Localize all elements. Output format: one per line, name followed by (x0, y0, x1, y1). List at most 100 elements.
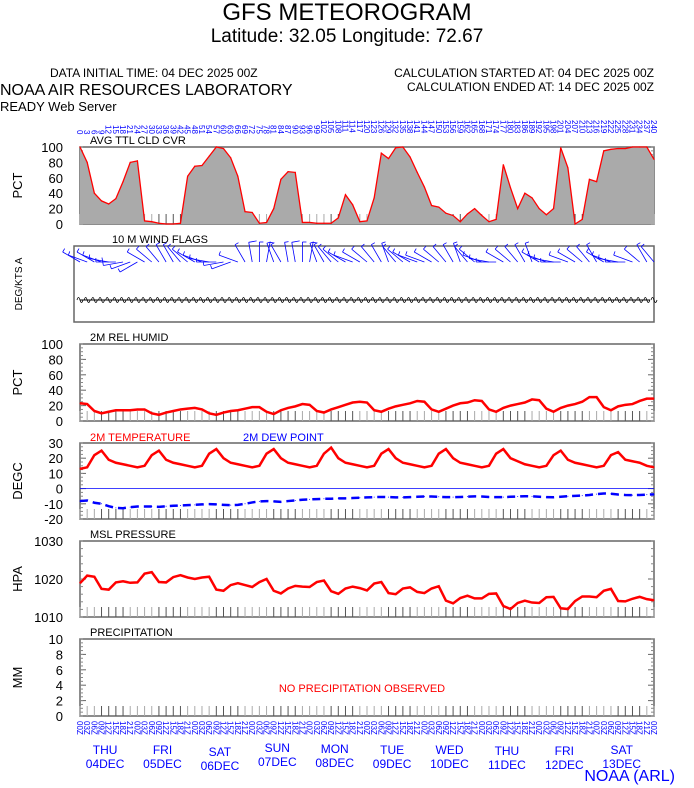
wind-barb (82, 254, 102, 263)
day-of-week-label: FRI (555, 744, 574, 758)
temperature-point (624, 459, 626, 461)
wind-barb-flag (586, 248, 589, 253)
panel-title: PRECIPITATION (90, 627, 173, 639)
forecast-hour-label: 60 (219, 125, 228, 134)
temperature-point (502, 448, 504, 450)
wind-level-marker (392, 297, 400, 303)
pressure-point (136, 581, 138, 583)
rel-humid-point (502, 407, 504, 409)
forecast-hour-label: 192 (534, 120, 543, 134)
wind-level-marker (255, 297, 263, 303)
wind-level-marker (134, 297, 141, 303)
wind-barb (462, 254, 482, 263)
wind-barb-flag (284, 241, 289, 243)
wind-barb (454, 246, 468, 263)
rel-humid-point (316, 410, 318, 412)
dew-point-point (309, 498, 311, 500)
wind-level-marker (650, 297, 658, 303)
rel-humid-point (115, 409, 117, 411)
forecast-hour-label: 147 (427, 120, 436, 134)
wind-level-marker (313, 297, 321, 303)
rel-humid-point (144, 408, 146, 410)
dew-point-point (101, 503, 103, 505)
dew-point-point (223, 504, 224, 506)
forecast-hour-label: 171 (484, 120, 493, 134)
chart-title: GFS METEOROGRAM (222, 0, 471, 26)
wind-barb-flag (462, 251, 465, 256)
wind-barb-flag (62, 248, 66, 253)
rel-humid-point (251, 406, 253, 408)
dew-point-point (108, 505, 110, 507)
forecast-hour-label: 9 (97, 130, 106, 135)
wind-barb (309, 242, 314, 263)
utc-hour-label: 09Z (556, 721, 565, 735)
utc-hour-label: 03Z (599, 721, 608, 735)
pressure-point (230, 584, 232, 586)
forecast-hour-label: 210 (577, 120, 586, 134)
wind-barb-flag (309, 241, 314, 244)
dew-point-point (588, 494, 590, 496)
utc-hour-label: 00Z (305, 721, 314, 735)
wind-barb (557, 251, 576, 263)
forecast-hour-label: 159 (455, 120, 464, 134)
pressure-point (352, 586, 354, 588)
forecast-hour-label: 108 (333, 120, 342, 134)
utc-hour-label: 12Z (161, 721, 170, 735)
cloud-cover-point (165, 223, 167, 225)
wind-level-marker (535, 297, 543, 303)
dew-point-point (560, 496, 562, 498)
temperature-point (129, 465, 131, 467)
utc-hour-label: 06Z (319, 721, 328, 735)
wind-barb (566, 248, 583, 263)
utc-hour-label: 18Z (118, 721, 127, 735)
cloud-cover-point (258, 222, 260, 224)
wind-level-marker (521, 297, 529, 303)
cloud-cover-point (466, 213, 469, 215)
rel-humid-point (380, 411, 382, 413)
dew-point-point (294, 499, 296, 501)
cloud-cover-point (194, 165, 196, 167)
wind-barb-flag (109, 264, 112, 269)
temperature-point (431, 465, 433, 467)
wind-level-marker (442, 297, 450, 303)
wind-barb (521, 251, 540, 263)
day-of-week-label: TUE (380, 743, 404, 757)
pressure-point (545, 596, 547, 598)
wind-barb (266, 242, 271, 263)
wind-barb-flag (167, 243, 171, 247)
utc-hour-label: 03Z (312, 721, 321, 735)
wind-barb (136, 248, 153, 263)
cloud-cover-point (215, 146, 217, 148)
day-of-week-label: SAT (610, 743, 633, 757)
wind-barb (548, 254, 569, 263)
dew-point-point (459, 496, 461, 498)
pressure-point (309, 586, 311, 588)
wind-level-marker (248, 297, 256, 303)
forecast-hour-label: 237 (642, 120, 651, 134)
utc-hour-label: 03Z (82, 721, 91, 735)
panel-title: 2M REL HUMID (90, 332, 168, 344)
wind-level-marker (198, 297, 206, 303)
temperature-point (158, 450, 160, 452)
wind-level-marker (363, 297, 371, 303)
wind-level-marker (593, 297, 600, 303)
pressure-point (481, 597, 483, 599)
temperature-point (653, 466, 655, 468)
rel-humid-point (452, 405, 454, 407)
temperature-point (93, 454, 95, 456)
utc-hour-label: 03Z (427, 721, 436, 735)
wind-barb-flag (210, 264, 213, 269)
rel-humid-point (373, 409, 375, 411)
wind-barb-flag (371, 242, 376, 246)
forecast-hour-label: 12 (104, 125, 113, 134)
cloud-cover-point (86, 161, 88, 163)
forecast-hour-label: 84 (276, 125, 285, 134)
forecast-hour-label: 156 (448, 120, 457, 134)
cloud-cover-point (495, 218, 497, 220)
forecast-hour-label: 0 (75, 130, 84, 135)
cloud-cover-point (100, 200, 103, 202)
rel-humid-point (230, 410, 232, 412)
forecast-hour-label: 21 (125, 125, 134, 134)
forecast-hour-label: 81 (269, 125, 278, 134)
wind-barb (177, 251, 196, 263)
